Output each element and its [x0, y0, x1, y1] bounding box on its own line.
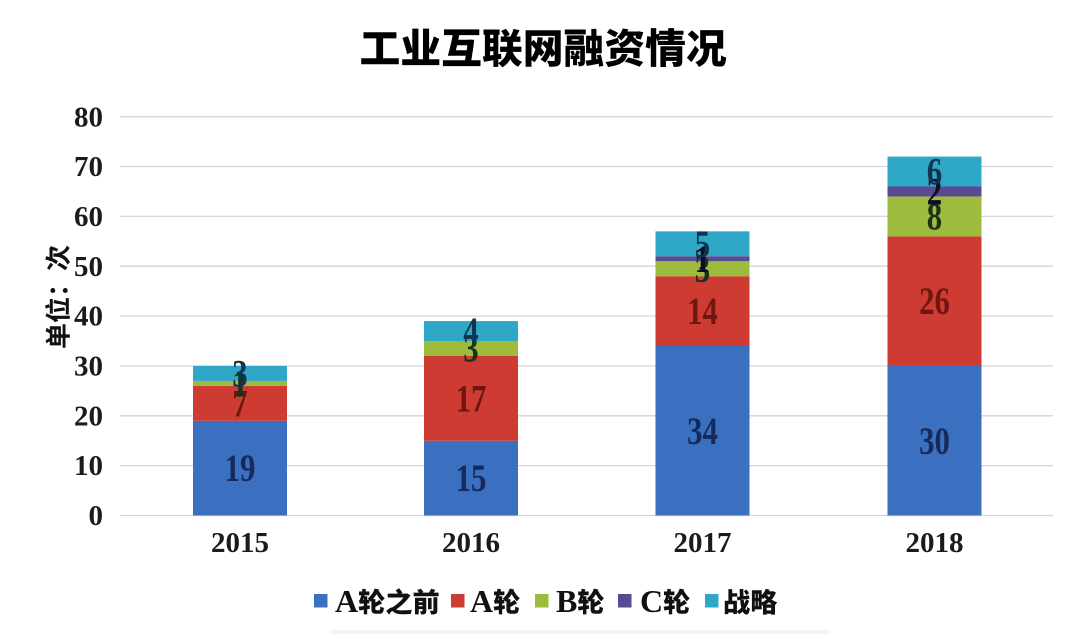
svg-text:3: 3 [232, 351, 247, 396]
svg-text:50: 50 [74, 251, 103, 283]
svg-text:1: 1 [695, 236, 710, 281]
svg-text:1: 1 [232, 361, 247, 406]
svg-text:A: A [470, 583, 493, 619]
svg-text:80: 80 [74, 101, 103, 133]
svg-text:20: 20 [74, 400, 103, 432]
svg-text:40: 40 [74, 301, 103, 333]
svg-text:0: 0 [89, 500, 104, 532]
svg-text:30: 30 [74, 351, 103, 383]
svg-text:34: 34 [687, 408, 718, 453]
svg-text:5: 5 [695, 221, 710, 266]
svg-text:3: 3 [463, 326, 478, 371]
svg-text:15: 15 [456, 456, 487, 501]
svg-text:C: C [640, 583, 663, 619]
svg-text:8: 8 [927, 194, 942, 239]
svg-text:70: 70 [74, 151, 103, 183]
svg-text:17: 17 [456, 376, 487, 421]
svg-text:2018: 2018 [906, 527, 964, 559]
svg-text:19: 19 [225, 446, 256, 491]
svg-text:4: 4 [463, 309, 479, 354]
svg-text:26: 26 [919, 279, 950, 324]
svg-text:10: 10 [74, 450, 103, 482]
svg-text:30: 30 [919, 418, 950, 463]
svg-text:14: 14 [687, 289, 718, 334]
svg-text:60: 60 [74, 201, 103, 233]
svg-text:A: A [335, 583, 358, 619]
svg-text:3: 3 [695, 246, 710, 291]
svg-text:2015: 2015 [211, 527, 269, 559]
svg-text:2: 2 [927, 169, 942, 214]
svg-text:6: 6 [927, 149, 942, 194]
svg-text:2016: 2016 [442, 527, 500, 559]
svg-text:7: 7 [232, 381, 247, 426]
svg-text:B: B [556, 583, 577, 619]
svg-text:2017: 2017 [674, 527, 732, 559]
